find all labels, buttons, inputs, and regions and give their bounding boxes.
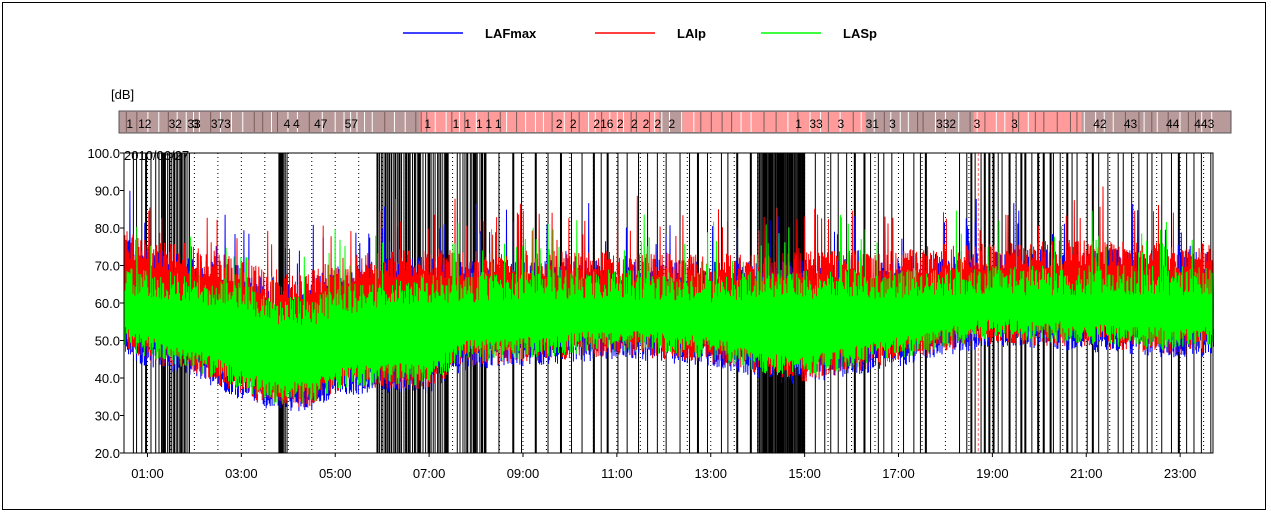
legend-label-laip: LAIp [677, 26, 706, 41]
event-marker-label[interactable]: 373 [211, 117, 231, 131]
event-marker-label[interactable]: 443 [1194, 117, 1214, 131]
x-tick-label: 17:00 [882, 466, 915, 481]
y-tick-label: 100.0 [87, 146, 120, 161]
event-marker-label[interactable]: 1 [126, 117, 133, 131]
event-marker-label[interactable]: 2 [570, 117, 577, 131]
event-marker-label[interactable]: 4 [284, 117, 291, 131]
y-tick-label: 60.0 [95, 296, 120, 311]
event-marker-label[interactable]: 1 [495, 117, 502, 131]
event-marker-label[interactable]: 2 [669, 117, 676, 131]
event-marker-label[interactable]: 2 [617, 117, 624, 131]
noise-level-chart: LAFmax LAIp LASp [dB] 1 12 32 333 373 4 4 47 57 1 1 1… [87, 26, 1232, 481]
event-marker-label[interactable]: 33 [809, 117, 823, 131]
event-marker-label[interactable]: 1 [476, 117, 483, 131]
event-marker-bar[interactable]: 1 12 32 333 373 4 4 47 57 1 1 1 1 1 1 2 2 216 2 2 2 2 2 1 33 3 31 3… [118, 110, 1232, 134]
event-bar-region [682, 112, 866, 132]
event-marker-label[interactable]: 47 [314, 117, 328, 131]
event-marker-label[interactable]: 4 [293, 117, 300, 131]
x-axis: 01:00 03:00 05:00 07:00 09:00 11:00 13:00 15:00… [131, 453, 1196, 481]
event-marker-label[interactable]: 3 [974, 117, 981, 131]
event-bar-region [419, 112, 660, 132]
event-marker-label[interactable]: 42 [1093, 117, 1107, 131]
event-marker-label[interactable]: 32 [169, 117, 183, 131]
event-marker-label[interactable]: 1 [453, 117, 460, 131]
event-marker-label[interactable]: 33 [187, 117, 201, 131]
y-tick-label: 80.0 [95, 221, 120, 236]
x-tick-label: 23:00 [1164, 466, 1197, 481]
legend-label-lasp: LASp [843, 26, 877, 41]
legend-label-lafmax: LAFmax [485, 26, 537, 41]
y-axis-unit-label: [dB] [111, 87, 134, 102]
x-tick-label: 15:00 [788, 466, 821, 481]
event-marker-label[interactable]: 3 [889, 117, 896, 131]
event-bar-region [973, 112, 1082, 132]
x-tick-label: 05:00 [319, 466, 352, 481]
event-marker-label[interactable]: 1 [424, 117, 431, 131]
y-tick-label: 50.0 [95, 334, 120, 349]
x-tick-label: 13:00 [694, 466, 727, 481]
x-tick-label: 19:00 [976, 466, 1009, 481]
event-marker-label[interactable]: 12 [138, 117, 152, 131]
y-tick-label: 90.0 [95, 184, 120, 199]
event-marker-label[interactable]: 2 [654, 117, 661, 131]
x-tick-label: 11:00 [601, 466, 633, 481]
event-marker-label[interactable]: 44 [1166, 117, 1180, 131]
event-marker-label[interactable]: 216 [593, 117, 613, 131]
x-tick-label: 21:00 [1070, 466, 1103, 481]
event-bar-background [118, 110, 1232, 134]
event-marker-label[interactable]: 57 [345, 117, 359, 131]
event-marker-label[interactable]: 1 [485, 117, 492, 131]
event-marker-label[interactable]: 2 [556, 117, 563, 131]
y-tick-label: 30.0 [95, 409, 120, 424]
series-line-lasp [123, 210, 1214, 405]
event-marker-label[interactable]: 3 [837, 117, 844, 131]
x-tick-label: 01:00 [131, 466, 164, 481]
event-marker-label[interactable]: 332 [936, 117, 956, 131]
y-tick-label: 40.0 [95, 371, 120, 386]
y-tick-label: 70.0 [95, 259, 120, 274]
x-tick-label: 07:00 [413, 466, 446, 481]
event-marker-label[interactable]: 3 [192, 117, 199, 131]
event-marker-label[interactable]: 31 [866, 117, 880, 131]
event-marker-label[interactable]: 1 [464, 117, 471, 131]
series-lasp [123, 210, 1214, 405]
x-tick-label: 09:00 [507, 466, 540, 481]
y-tick-label: 20.0 [95, 446, 120, 461]
date-annotation: 2010/06/27 [124, 148, 189, 163]
legend: LAFmax LAIp LASp [403, 26, 877, 41]
plot-area [123, 152, 1214, 454]
x-tick-label: 03:00 [225, 466, 258, 481]
event-marker-label[interactable]: 1 [795, 117, 802, 131]
event-marker-label[interactable]: 2 [643, 117, 650, 131]
event-marker-label[interactable]: 2 [631, 117, 638, 131]
event-marker-label[interactable]: 43 [1124, 117, 1138, 131]
event-marker-label[interactable]: 3 [1011, 117, 1018, 131]
y-axis: 100.0 90.0 80.0 70.0 60.0 50.0 40.0 30.0 20.0 [87, 146, 124, 461]
